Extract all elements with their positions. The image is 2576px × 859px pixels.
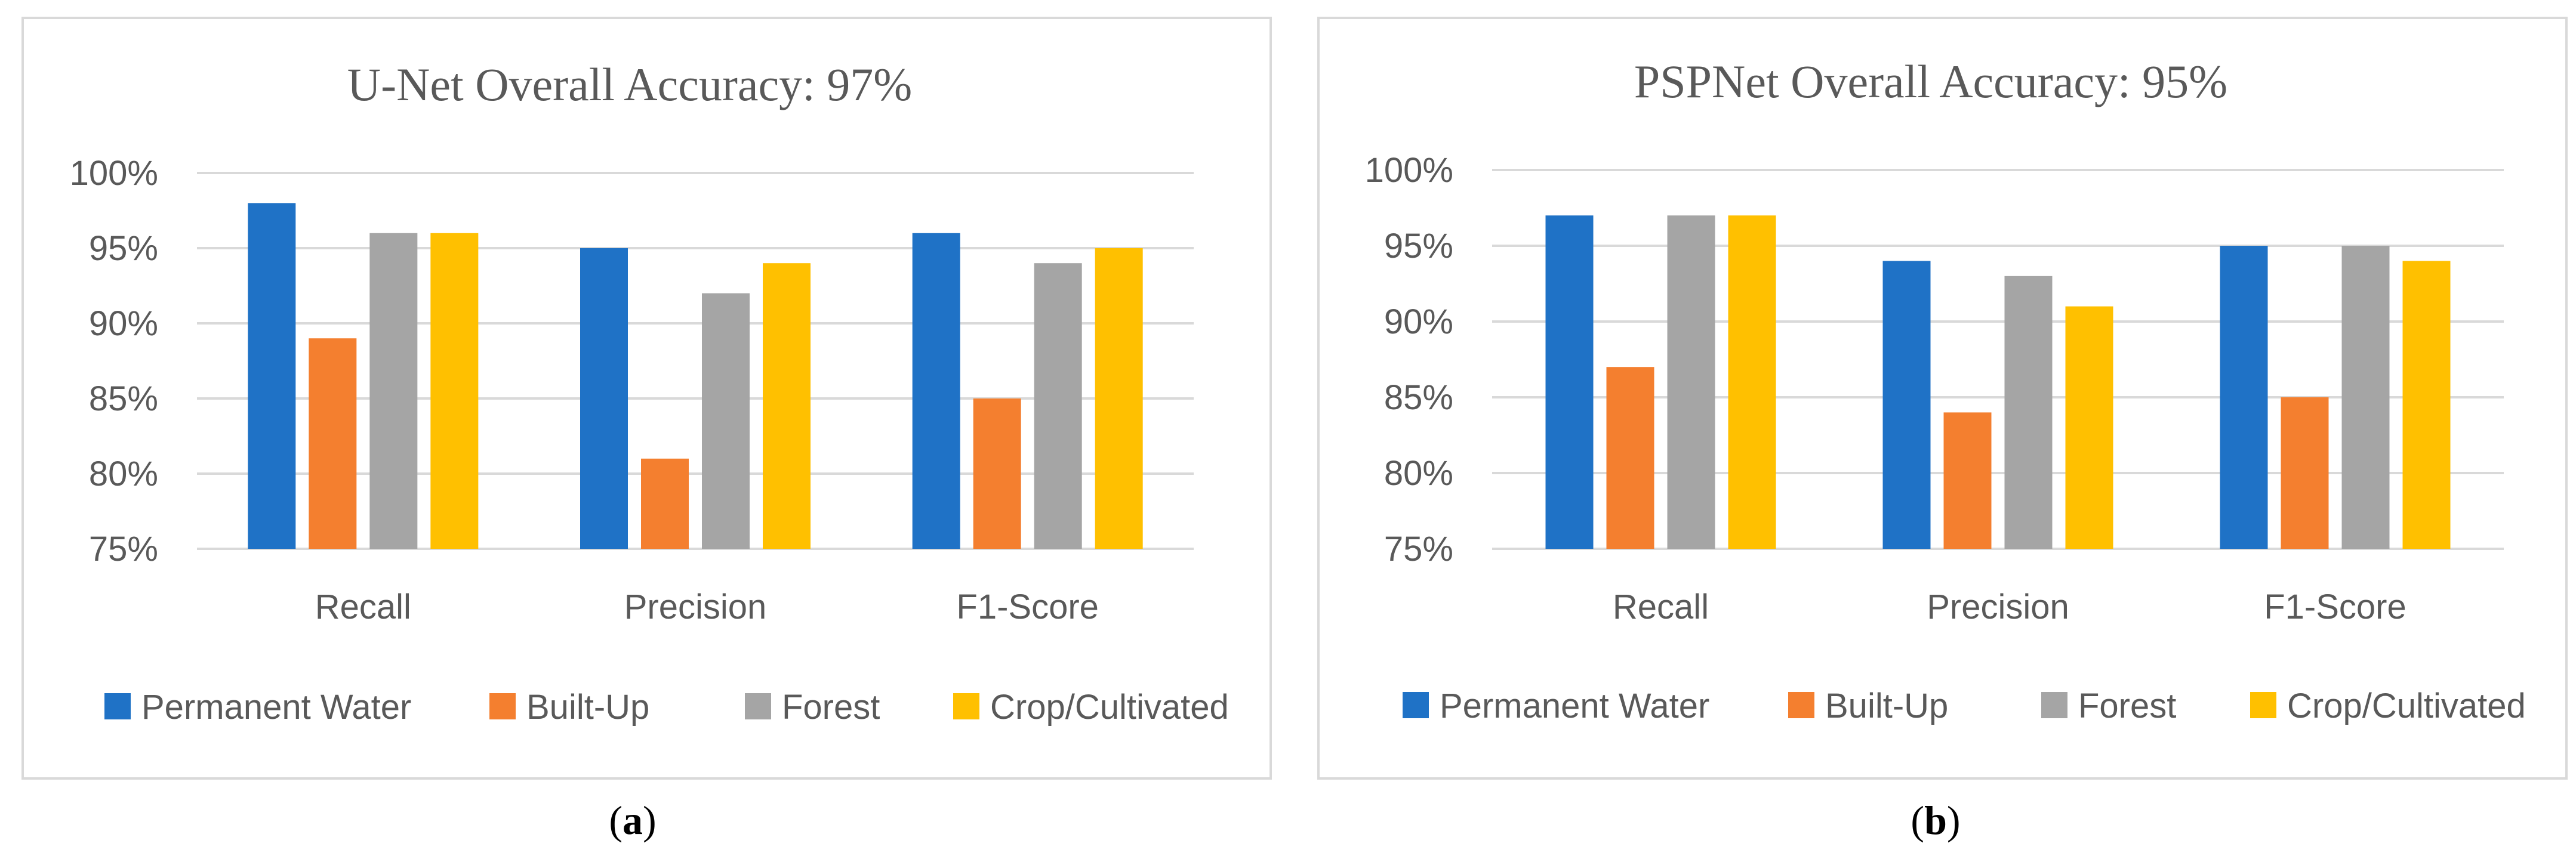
legend-swatch bbox=[1788, 692, 1814, 718]
legend-label: Crop/Cultivated bbox=[2287, 687, 2526, 725]
legend-label: Permanent Water bbox=[141, 688, 411, 727]
chart-title-a: U-Net Overall Accuracy: 97% bbox=[347, 58, 912, 110]
caption-a: (a) bbox=[609, 798, 656, 843]
x-tick-label: F1-Score bbox=[956, 588, 1099, 626]
y-tick-labels-a: 75% 80% 85% 90% 95% 100% bbox=[70, 154, 158, 568]
chart-title-b: PSPNet Overall Accuracy: 95% bbox=[1634, 55, 2227, 107]
bar-a-f1-score-built-up bbox=[973, 398, 1021, 549]
y-tick-label: 90% bbox=[89, 304, 158, 343]
bar-a-recall-permanent-water bbox=[248, 203, 296, 549]
bars-a bbox=[248, 203, 1143, 549]
x-tick-labels-b: Recall Precision F1-Score bbox=[1613, 588, 2406, 626]
bar-b-precision-permanent-water bbox=[1882, 261, 1931, 549]
y-tick-label: 75% bbox=[1384, 530, 1453, 568]
chart-panel-b: PSPNet Overall Accuracy: 95% 75% 80% 85% 90… bbox=[1317, 17, 2568, 843]
bar-b-recall-permanent-water bbox=[1545, 215, 1594, 549]
y-tick-label: 80% bbox=[89, 455, 158, 493]
bar-a-f1-score-crop-cultivated bbox=[1095, 248, 1143, 549]
y-tick-label: 95% bbox=[89, 229, 158, 268]
bar-b-recall-built-up bbox=[1606, 367, 1654, 549]
x-tick-label: F1-Score bbox=[2264, 588, 2406, 626]
legend-swatch bbox=[104, 693, 131, 719]
y-tick-labels-b: 75% 80% 85% 90% 95% 100% bbox=[1365, 151, 1453, 568]
bar-b-f1-score-built-up bbox=[2281, 397, 2329, 549]
legend-label: Crop/Cultivated bbox=[990, 688, 1229, 727]
y-tick-label: 100% bbox=[1365, 151, 1453, 190]
bar-a-recall-built-up bbox=[309, 338, 357, 549]
bar-a-recall-crop-cultivated bbox=[430, 233, 479, 549]
gridlines-b bbox=[1492, 169, 2504, 550]
bar-a-f1-score-forest bbox=[1034, 263, 1082, 549]
legend-swatch bbox=[2041, 692, 2067, 718]
x-tick-labels-a: Recall Precision F1-Score bbox=[315, 588, 1099, 626]
y-tick-label: 95% bbox=[1384, 227, 1453, 265]
y-tick-label: 85% bbox=[1384, 378, 1453, 417]
legend-swatch bbox=[953, 693, 979, 719]
bar-b-f1-score-permanent-water bbox=[2220, 246, 2268, 549]
bar-b-recall-forest bbox=[1667, 215, 1715, 549]
bar-b-f1-score-forest bbox=[2341, 246, 2390, 549]
y-tick-label: 90% bbox=[1384, 302, 1453, 341]
bar-b-precision-built-up bbox=[1943, 412, 1992, 549]
y-tick-label: 100% bbox=[70, 154, 158, 193]
legend-a: Permanent Water Built-Up Forest Crop/Cultiv… bbox=[104, 688, 1229, 727]
bar-a-recall-forest bbox=[369, 233, 418, 549]
bar-b-recall-crop-cultivated bbox=[1728, 215, 1776, 549]
gridlines-a bbox=[197, 172, 1194, 550]
bar-a-f1-score-permanent-water bbox=[912, 233, 960, 549]
y-tick-label: 85% bbox=[89, 379, 158, 418]
chart-panel-a: U-Net Overall Accuracy: 97% 75% 80% 85% 90%… bbox=[21, 17, 1272, 843]
bar-a-precision-permanent-water bbox=[580, 248, 628, 549]
caption-b: (b) bbox=[1911, 798, 1960, 843]
legend-b: Permanent Water Built-Up Forest Crop/Cultiv… bbox=[1403, 687, 2526, 725]
legend-swatch bbox=[745, 693, 771, 719]
x-tick-label: Precision bbox=[1927, 588, 2069, 626]
y-tick-label: 80% bbox=[1384, 454, 1453, 493]
bars-b bbox=[1545, 215, 2451, 549]
legend-swatch bbox=[1403, 692, 1429, 718]
bar-b-precision-crop-cultivated bbox=[2065, 306, 2113, 549]
legend-swatch bbox=[489, 693, 516, 719]
legend-label: Built-Up bbox=[1825, 687, 1948, 725]
legend-label: Forest bbox=[782, 688, 880, 727]
legend-label: Permanent Water bbox=[1440, 687, 1709, 725]
bar-b-precision-forest bbox=[2004, 276, 2053, 549]
x-tick-label: Precision bbox=[624, 588, 767, 626]
legend-label: Built-Up bbox=[526, 688, 649, 727]
legend-swatch bbox=[2250, 692, 2276, 718]
y-tick-label: 75% bbox=[89, 530, 158, 568]
bar-a-precision-forest bbox=[702, 293, 750, 549]
x-tick-label: Recall bbox=[315, 588, 411, 626]
bar-a-precision-crop-cultivated bbox=[763, 263, 811, 549]
x-tick-label: Recall bbox=[1613, 588, 1709, 626]
legend-label: Forest bbox=[2078, 687, 2176, 725]
bar-b-f1-score-crop-cultivated bbox=[2402, 261, 2451, 549]
bar-a-precision-built-up bbox=[641, 458, 689, 549]
